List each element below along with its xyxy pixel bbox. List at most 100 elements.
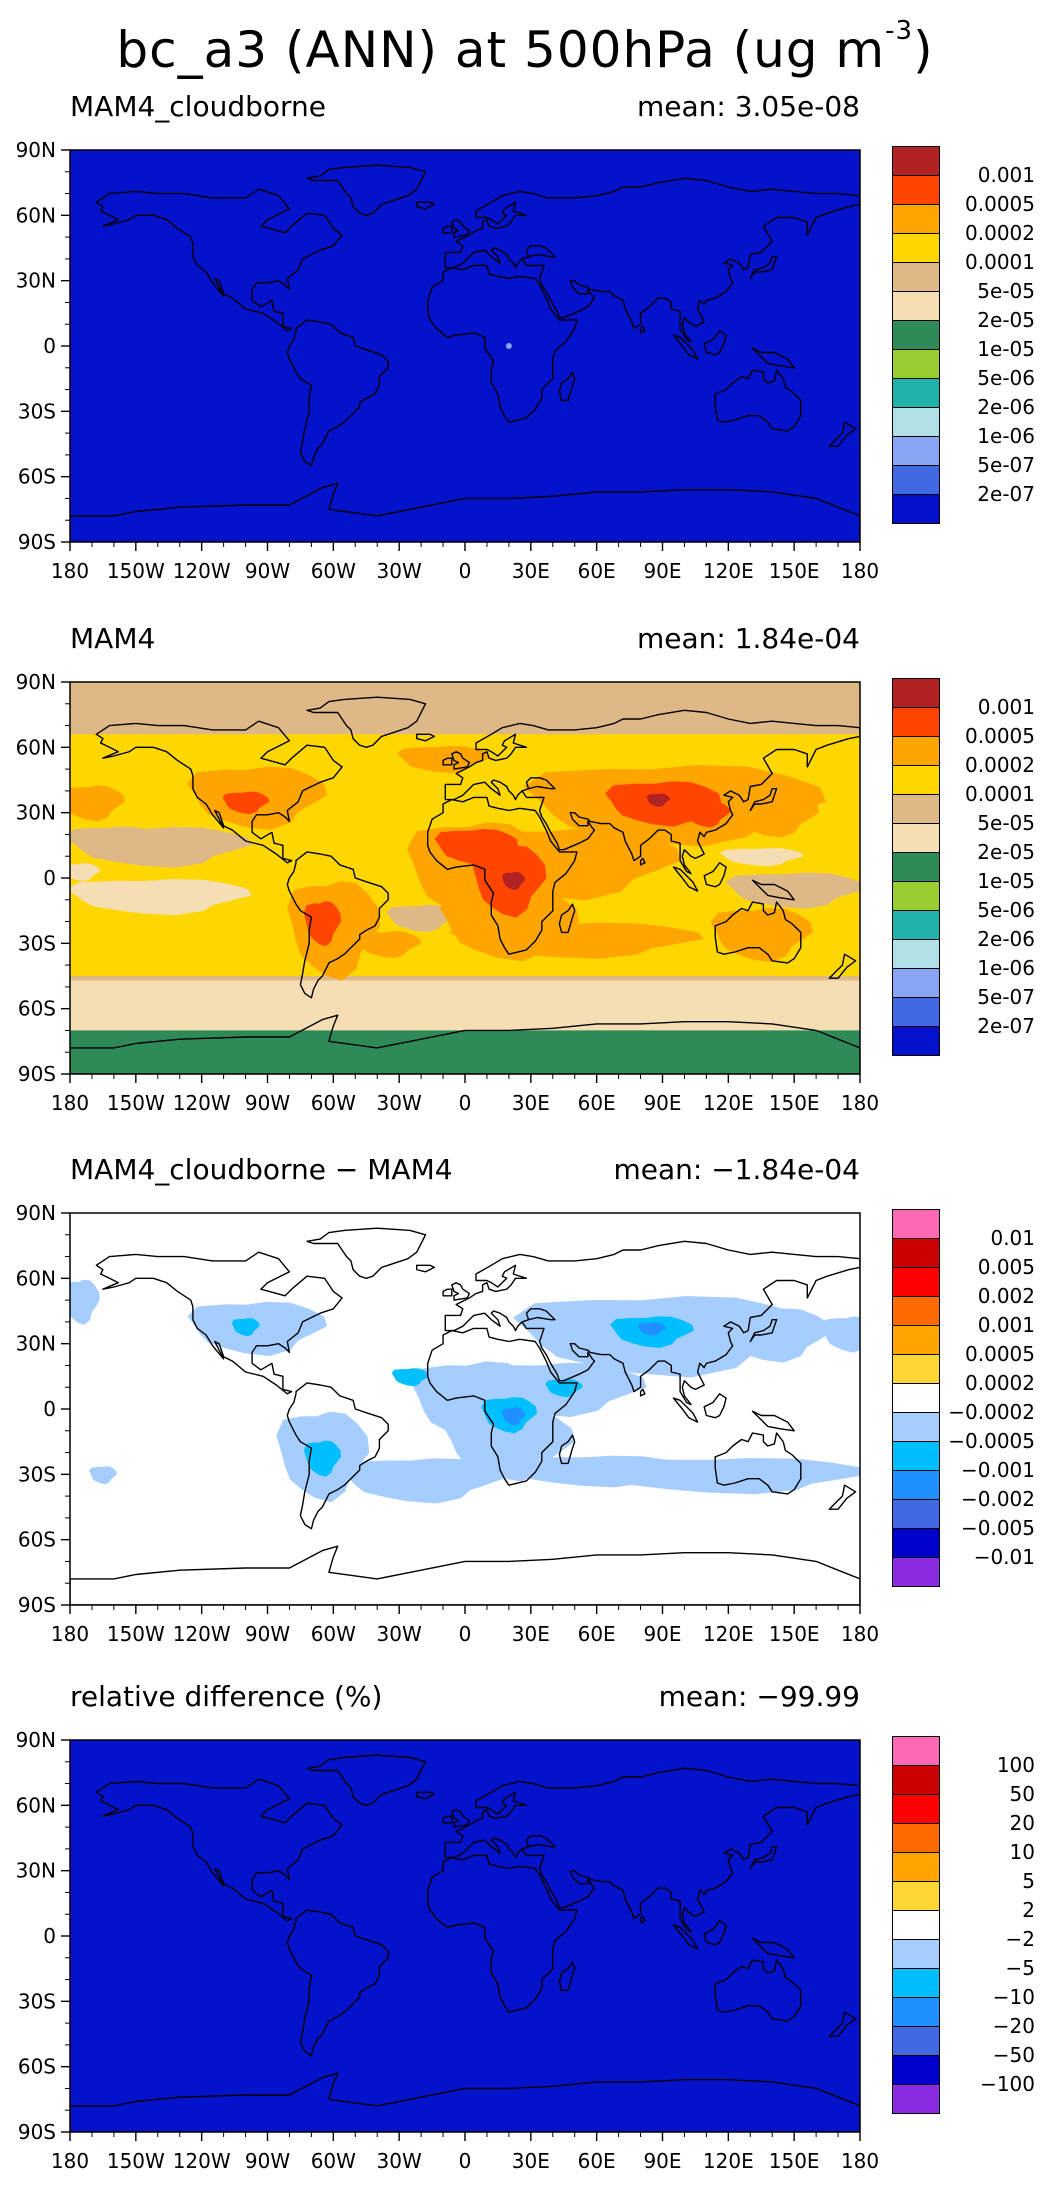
colorbar-swatch xyxy=(892,1412,940,1442)
colorbar-label: 5 xyxy=(1022,1869,1035,1893)
lat-tick-label: 0 xyxy=(43,334,56,358)
coastline-sumatra xyxy=(672,1924,699,1950)
contour-fill xyxy=(340,1458,504,1504)
contour-fill xyxy=(590,1458,860,1495)
colorbar-label: 0.0002 xyxy=(965,1371,1035,1395)
colorbar-swatch xyxy=(892,765,940,795)
lon-tick-label: 90E xyxy=(643,1091,681,1115)
colorbar-label: 0.0005 xyxy=(965,192,1035,216)
colorbar-swatch xyxy=(892,1238,940,1268)
colorbar-swatch xyxy=(892,378,940,408)
colorbar-swatch xyxy=(892,1267,940,1297)
lon-tick-label: 180 xyxy=(51,1622,89,1646)
colorbar-swatch xyxy=(892,1939,940,1969)
colorbar-swatch xyxy=(892,349,940,379)
colorbar-swatch xyxy=(892,1296,940,1326)
colorbar-label: 10 xyxy=(1009,1840,1035,1864)
lat-tick-label: 60N xyxy=(16,1266,56,1290)
colorbar-swatch xyxy=(892,465,940,495)
contour-fill xyxy=(89,1466,117,1485)
contour-fill xyxy=(719,848,804,867)
lat-tick-label: 30N xyxy=(16,1332,56,1356)
colorbar-label: −10 xyxy=(992,1985,1035,2009)
coastline-eurasia xyxy=(444,1240,860,1406)
lon-tick-label: 150E xyxy=(769,1091,820,1115)
colorbar-label: 100 xyxy=(996,1753,1035,1777)
coastline-iceland xyxy=(416,201,435,210)
colorbar-swatch xyxy=(892,1823,940,1853)
colorbar-swatch xyxy=(892,997,940,1027)
coastline-eurasia xyxy=(444,709,860,875)
lat-tick-label: 0 xyxy=(43,866,56,890)
coastline-north-america xyxy=(95,1778,343,1922)
lon-tick-label: 120E xyxy=(703,2149,754,2173)
lat-tick-label: 0 xyxy=(43,1397,56,1421)
coastline-south-america xyxy=(286,319,389,467)
map-plot: 90N 60N 30N 0 30S 60S 90S 180 150W 120W 90W 60W 30W 0… xyxy=(16,670,880,1115)
colorbar-swatch xyxy=(892,175,940,205)
contour-fill xyxy=(714,1308,831,1363)
colorbar-swatch xyxy=(892,852,940,882)
colorbar-label: −0.0005 xyxy=(948,1429,1035,1453)
colorbar-label: −0.01 xyxy=(973,1545,1035,1569)
lon-tick-label: 180 xyxy=(841,1622,879,1646)
coastline-ireland xyxy=(442,1288,453,1297)
colorbar-label: 5e-05 xyxy=(977,811,1035,835)
coastline-new-zealand xyxy=(828,953,857,979)
coastline-australia xyxy=(714,1432,802,1495)
coastline-north-america xyxy=(95,720,343,864)
lon-tick-label: 120W xyxy=(173,1091,231,1115)
coastline-antarctica xyxy=(70,1545,860,1605)
lon-tick-label: 120E xyxy=(703,1091,754,1115)
colorbar-swatch xyxy=(892,1325,940,1355)
lon-tick-label: 60E xyxy=(578,1622,616,1646)
colorbar-label: 1e-06 xyxy=(977,424,1035,448)
contour-fill xyxy=(821,1316,860,1353)
lon-tick-label: 90W xyxy=(245,2149,290,2173)
lon-tick-label: 90E xyxy=(643,559,681,583)
colorbar-swatch xyxy=(892,1528,940,1558)
colorbar-swatch xyxy=(892,1881,940,1911)
lon-tick-label: 150W xyxy=(107,1622,165,1646)
coastline-british-isles xyxy=(451,1282,471,1301)
colorbar-swatch xyxy=(892,1354,940,1384)
colorbar-label: 0.0005 xyxy=(965,1342,1035,1366)
lat-tick-label: 60N xyxy=(16,1793,56,1817)
coastline-eurasia xyxy=(444,1767,860,1933)
coastline-africa xyxy=(427,1327,578,1486)
contour-fill xyxy=(646,793,670,807)
colorbar-swatch xyxy=(892,1765,940,1795)
coastline-new-guinea xyxy=(751,1410,795,1432)
contour-fill xyxy=(356,931,422,959)
coastline-north-america xyxy=(95,1251,343,1395)
coastline-british-isles xyxy=(451,219,471,238)
colorbar: 0.01 0.005 0.002 0.001 0.0005 0.0002 −0.0002 −0… xyxy=(886,1143,1050,1663)
lon-tick-label: 90W xyxy=(245,1091,290,1115)
colorbar-swatch xyxy=(892,1794,940,1824)
contour-fill xyxy=(501,872,525,891)
colorbar-label: 0.002 xyxy=(977,1284,1035,1308)
colorbar-label: 0.0002 xyxy=(965,221,1035,245)
coastline-new-zealand xyxy=(828,1484,857,1510)
lat-tick-label: 60S xyxy=(18,2055,56,2079)
colorbar: 0.001 0.0005 0.0002 0.0001 5e-05 2e-05 1e-05 5e… xyxy=(886,612,1050,1132)
coastline-australia xyxy=(714,1959,802,2022)
lat-tick-label: 0 xyxy=(43,1924,56,1948)
lon-tick-label: 60W xyxy=(311,1622,356,1646)
lat-tick-label: 90S xyxy=(18,1593,56,1617)
lon-tick-label: 150E xyxy=(769,2149,820,2173)
contour-fill xyxy=(710,908,813,963)
coastline-ireland xyxy=(442,1815,453,1824)
colorbar-swatch xyxy=(892,2084,940,2114)
coastline-greenland xyxy=(306,696,427,748)
map-plot: 90N 60N 30N 0 30S 60S 90S 180 150W 120W 90W 60W 30W 0… xyxy=(16,138,880,583)
coastline-new-zealand xyxy=(828,421,857,447)
colorbar-swatch xyxy=(892,939,940,969)
lon-tick-label: 0 xyxy=(459,1622,472,1646)
coastline-japan xyxy=(749,1846,778,1870)
lat-tick-label: 60S xyxy=(18,465,56,489)
colorbar-swatch xyxy=(892,291,940,321)
colorbar: 100 50 20 10 5 2 −2 −5 −10 −20 −50 −100 xyxy=(886,1670,1050,2190)
colorbar-swatch xyxy=(892,1383,940,1413)
coastline-sri-lanka xyxy=(639,325,646,334)
